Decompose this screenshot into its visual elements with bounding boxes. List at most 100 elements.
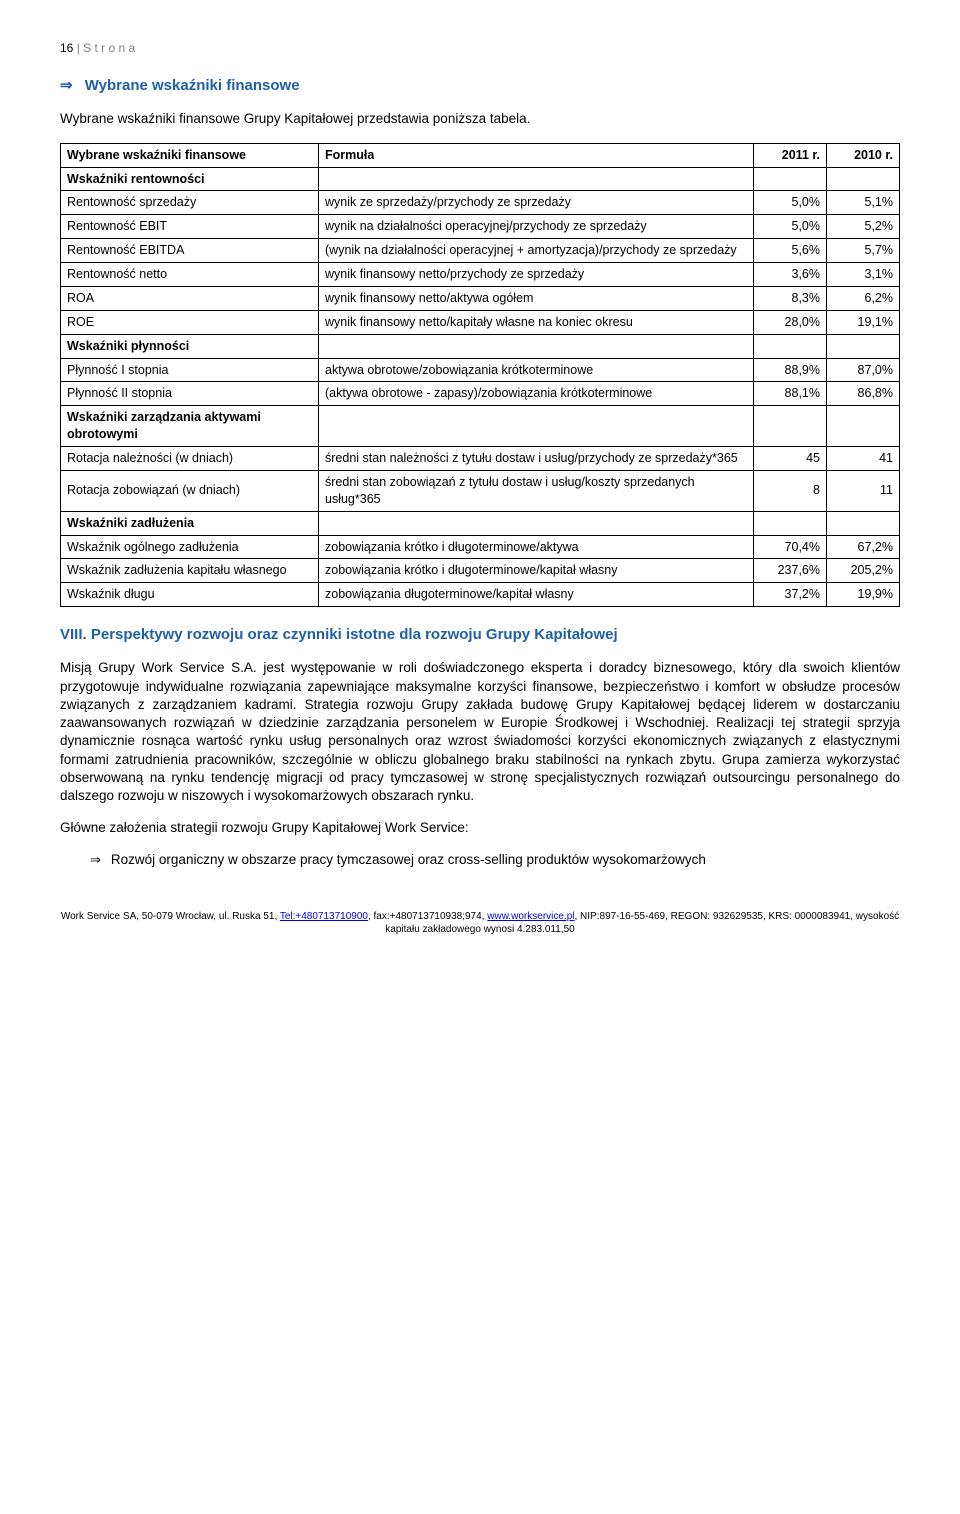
row-formula: (wynik na działalności operacyjnej + amo…: [319, 239, 754, 263]
table-empty-cell: [319, 167, 754, 191]
row-label: Płynność II stopnia: [61, 382, 319, 406]
bullet-item: ⇒ Rozwój organiczny w obszarze pracy tym…: [90, 851, 900, 869]
footer-www-link[interactable]: www.workservice.pl: [487, 911, 574, 922]
row-label: Płynność I stopnia: [61, 358, 319, 382]
row-val-2010: 86,8%: [827, 382, 900, 406]
row-val-2010: 5,1%: [827, 191, 900, 215]
section8-title: VIII. Perspektywy rozwoju oraz czynniki …: [60, 625, 900, 645]
table-header-cell: Wybrane wskaźniki finansowe: [61, 143, 319, 167]
table-row: Wskaźnik ogólnego zadłużeniazobowiązania…: [61, 535, 900, 559]
row-formula: wynik ze sprzedaży/przychody ze sprzedaż…: [319, 191, 754, 215]
table-row: Wskaźnik zadłużenia kapitału własnegozob…: [61, 559, 900, 583]
row-val-2011: 5,6%: [754, 239, 827, 263]
table-empty-cell: [754, 406, 827, 447]
footer-text-a: Work Service SA, 50-079 Wrocław, ul. Rus…: [61, 911, 280, 922]
row-val-2011: 5,0%: [754, 215, 827, 239]
table-group-label: Wskaźniki zadłużenia: [61, 511, 319, 535]
row-label: Rentowność EBIT: [61, 215, 319, 239]
row-formula: aktywa obrotowe/zobowiązania krótkotermi…: [319, 358, 754, 382]
row-formula: wynik na działalności operacyjnej/przych…: [319, 215, 754, 239]
table-empty-cell: [827, 334, 900, 358]
row-val-2011: 45: [754, 447, 827, 471]
table-group-label: Wskaźniki rentowności: [61, 167, 319, 191]
row-val-2011: 28,0%: [754, 310, 827, 334]
table-empty-cell: [827, 511, 900, 535]
row-val-2010: 19,1%: [827, 310, 900, 334]
table-header-cell: 2011 r.: [754, 143, 827, 167]
row-val-2010: 5,2%: [827, 215, 900, 239]
row-val-2011: 88,9%: [754, 358, 827, 382]
row-formula: wynik finansowy netto/aktywa ogółem: [319, 286, 754, 310]
table-empty-cell: [319, 511, 754, 535]
row-label: ROE: [61, 310, 319, 334]
row-formula: wynik finansowy netto/przychody ze sprze…: [319, 263, 754, 287]
row-val-2010: 6,2%: [827, 286, 900, 310]
row-val-2011: 70,4%: [754, 535, 827, 559]
row-label: Rotacja zobowiązań (w dniach): [61, 470, 319, 511]
table-row: Płynność I stopniaaktywa obrotowe/zobowi…: [61, 358, 900, 382]
table-empty-cell: [754, 167, 827, 191]
row-formula: średni stan zobowiązań z tytułu dostaw i…: [319, 470, 754, 511]
table-group-row: Wskaźniki zarządzania aktywami obrotowym…: [61, 406, 900, 447]
table-empty-cell: [754, 334, 827, 358]
section-title-wskazniki: ⇒ Wybrane wskaźniki finansowe: [60, 76, 900, 96]
row-val-2011: 37,2%: [754, 583, 827, 607]
row-val-2010: 3,1%: [827, 263, 900, 287]
row-label: Rotacja należności (w dniach): [61, 447, 319, 471]
table-header-cell: Formuła: [319, 143, 754, 167]
section8-para2: Główne założenia strategii rozwoju Grupy…: [60, 819, 900, 837]
table-row: Rotacja zobowiązań (w dniach)średni stan…: [61, 470, 900, 511]
row-val-2011: 5,0%: [754, 191, 827, 215]
row-val-2011: 8,3%: [754, 286, 827, 310]
row-val-2010: 5,7%: [827, 239, 900, 263]
table-row: Rentowność sprzedażywynik ze sprzedaży/p…: [61, 191, 900, 215]
intro-text: Wybrane wskaźniki finansowe Grupy Kapita…: [60, 110, 900, 128]
table-group-label: Wskaźniki płynności: [61, 334, 319, 358]
row-val-2011: 88,1%: [754, 382, 827, 406]
row-formula: zobowiązania krótko i długoterminowe/akt…: [319, 535, 754, 559]
row-formula: zobowiązania krótko i długoterminowe/kap…: [319, 559, 754, 583]
page-header-label: S t r o n a: [83, 41, 135, 55]
row-formula: zobowiązania długoterminowe/kapitał włas…: [319, 583, 754, 607]
row-val-2010: 87,0%: [827, 358, 900, 382]
bullet-text: Rozwój organiczny w obszarze pracy tymcz…: [111, 851, 706, 869]
page-header: 16 | S t r o n a: [60, 40, 900, 56]
row-formula: średni stan należności z tytułu dostaw i…: [319, 447, 754, 471]
table-row: Wskaźnik długuzobowiązania długoterminow…: [61, 583, 900, 607]
row-label: Rentowność sprzedaży: [61, 191, 319, 215]
table-row: Rentowność EBITwynik na działalności ope…: [61, 215, 900, 239]
table-empty-cell: [827, 406, 900, 447]
table-row: Rentowność nettowynik finansowy netto/pr…: [61, 263, 900, 287]
row-label: Wskaźnik długu: [61, 583, 319, 607]
table-row: ROEwynik finansowy netto/kapitały własne…: [61, 310, 900, 334]
table-group-label: Wskaźniki zarządzania aktywami obrotowym…: [61, 406, 319, 447]
row-val-2010: 41: [827, 447, 900, 471]
row-val-2010: 19,9%: [827, 583, 900, 607]
table-group-row: Wskaźniki płynności: [61, 334, 900, 358]
row-formula: (aktywa obrotowe - zapasy)/zobowiązania …: [319, 382, 754, 406]
arrow-icon: ⇒: [90, 851, 101, 869]
row-val-2010: 67,2%: [827, 535, 900, 559]
row-label: Rentowność EBITDA: [61, 239, 319, 263]
row-label: ROA: [61, 286, 319, 310]
footer-tel-link[interactable]: Tel:+480713710900: [280, 911, 368, 922]
table-empty-cell: [827, 167, 900, 191]
row-val-2011: 8: [754, 470, 827, 511]
row-val-2010: 205,2%: [827, 559, 900, 583]
table-row: Płynność II stopnia(aktywa obrotowe - za…: [61, 382, 900, 406]
page-number: 16: [60, 41, 73, 55]
table-row: Rotacja należności (w dniach)średni stan…: [61, 447, 900, 471]
table-group-row: Wskaźniki rentowności: [61, 167, 900, 191]
table-header-row: Wybrane wskaźniki finansoweFormuła2011 r…: [61, 143, 900, 167]
arrow-icon: ⇒: [60, 77, 73, 94]
row-val-2011: 237,6%: [754, 559, 827, 583]
section8-para1: Misją Grupy Work Service S.A. jest wystę…: [60, 659, 900, 805]
table-empty-cell: [754, 511, 827, 535]
row-label: Wskaźnik ogólnego zadłużenia: [61, 535, 319, 559]
table-empty-cell: [319, 334, 754, 358]
row-val-2010: 11: [827, 470, 900, 511]
table-empty-cell: [319, 406, 754, 447]
section1-title-text: Wybrane wskaźniki finansowe: [85, 77, 300, 94]
financial-table: Wybrane wskaźniki finansoweFormuła2011 r…: [60, 143, 900, 608]
table-row: ROAwynik finansowy netto/aktywa ogółem8,…: [61, 286, 900, 310]
